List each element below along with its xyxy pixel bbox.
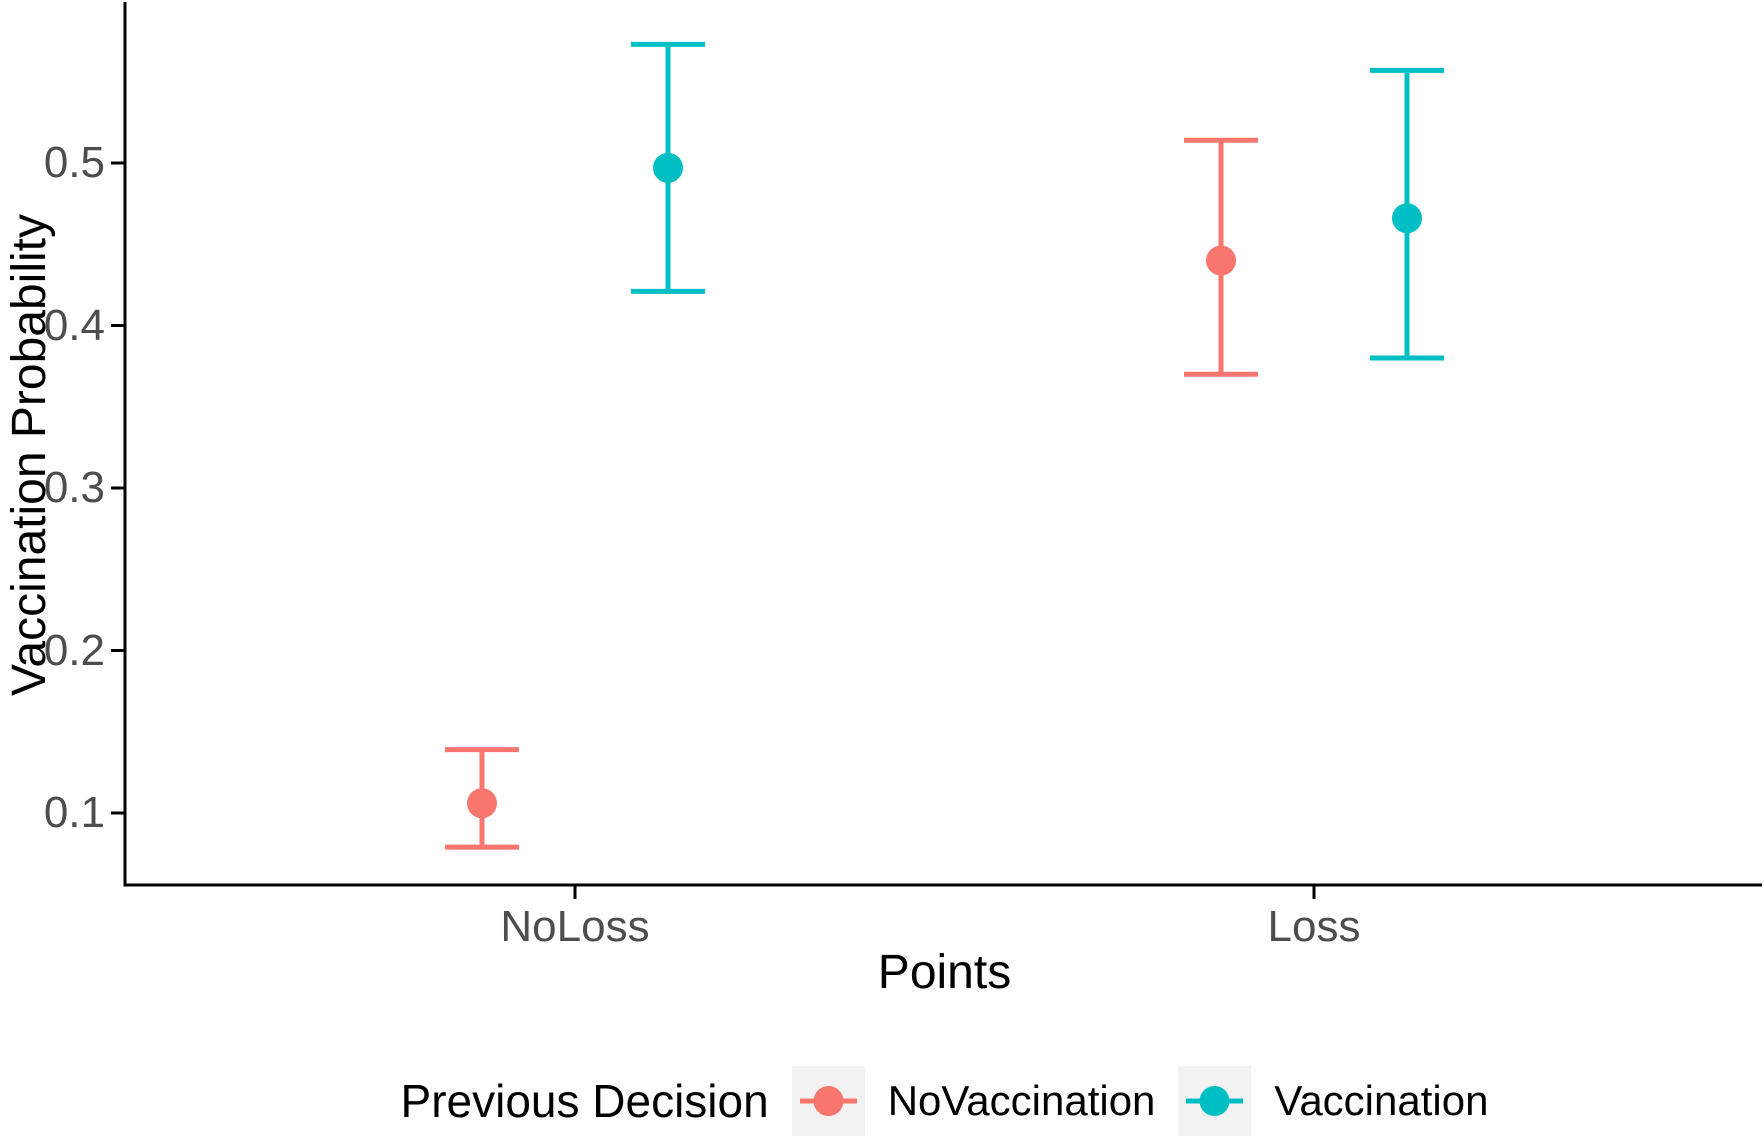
x-axis-title: Points: [877, 946, 1012, 999]
x-tick-label: Loss: [1267, 902, 1361, 951]
y-tick-label: 0.3: [43, 463, 105, 512]
y-axis-title: Vaccination Probability: [3, 213, 56, 697]
y-tick-label: 0.2: [43, 625, 105, 675]
legend-label-novaccination: NoVaccination: [887, 1077, 1156, 1124]
y-tick-label: 0.4: [43, 300, 105, 350]
legend-key-vaccination-icon: [1178, 1066, 1252, 1136]
legend-label-vaccination: Vaccination: [1274, 1077, 1489, 1124]
legend-key-novaccination-icon: [791, 1066, 865, 1136]
x-tick-label: NoLoss: [500, 902, 650, 951]
point-estimate: [653, 152, 683, 183]
y-tick-label: 0.5: [43, 138, 105, 187]
y-tick-label: 0.1: [43, 788, 105, 837]
point-estimate: [1392, 203, 1422, 234]
point-estimate: [467, 788, 497, 819]
legend-title: Previous Decision: [400, 1075, 769, 1127]
point-estimate: [1206, 245, 1236, 276]
legend: Previous Decision NoVaccination Vaccinat…: [125, 1058, 1764, 1143]
